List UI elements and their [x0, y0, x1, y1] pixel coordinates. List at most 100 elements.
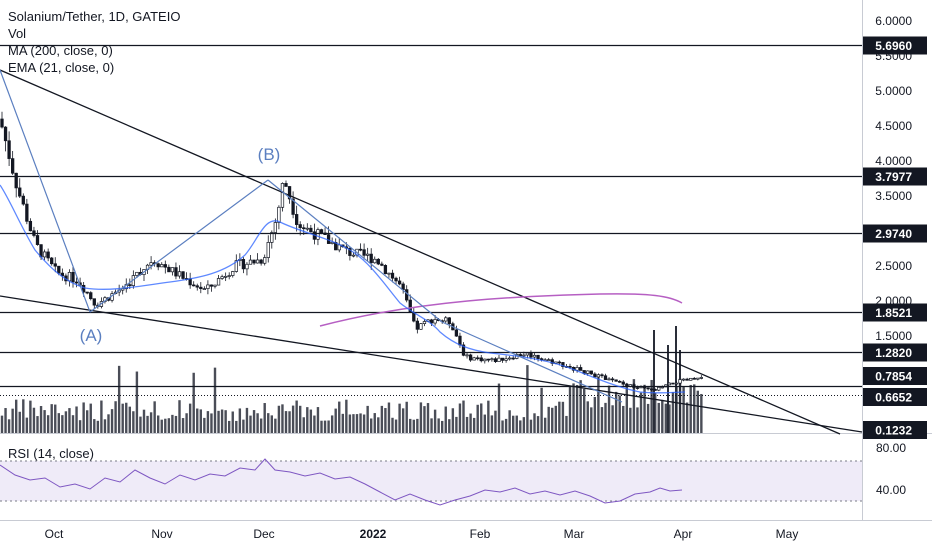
volume-bar	[11, 408, 14, 433]
candle	[653, 388, 657, 391]
candle	[177, 265, 182, 279]
candle	[358, 243, 363, 252]
volume-bar	[462, 400, 465, 433]
candle	[689, 377, 693, 381]
candle	[18, 178, 22, 198]
volume-bar	[515, 415, 518, 433]
level-label: 1.8521	[863, 303, 927, 322]
candle	[369, 248, 373, 270]
volume-bar	[441, 420, 444, 433]
volume-bar	[299, 405, 302, 433]
symbol-title[interactable]: Solanium/Tether, 1D, GATEIO	[8, 9, 181, 24]
volume-bar	[359, 413, 362, 433]
volume-bar	[86, 410, 89, 433]
candle	[674, 380, 679, 386]
volume-bar	[487, 400, 490, 433]
candle	[7, 131, 11, 167]
volume-bar	[536, 416, 540, 433]
volume-bar	[7, 419, 11, 433]
volume-bar	[82, 402, 85, 433]
time-tick-label: Apr	[674, 527, 693, 541]
volume-bar	[501, 420, 504, 433]
candle	[376, 258, 380, 266]
volume-bar	[604, 402, 607, 433]
candle	[85, 291, 89, 295]
candle	[195, 283, 199, 291]
candle	[46, 248, 50, 262]
candle	[618, 380, 622, 383]
candle	[493, 357, 498, 363]
volume-bar	[164, 418, 167, 433]
candle	[213, 284, 217, 289]
candle	[21, 193, 25, 206]
candle	[305, 223, 309, 232]
candle	[699, 375, 703, 380]
candle	[621, 380, 625, 387]
volume-bar	[291, 405, 295, 433]
volume-bar	[210, 413, 213, 433]
volume-bar	[25, 417, 29, 433]
volume-bar	[327, 420, 330, 433]
candle	[295, 205, 299, 232]
candle	[241, 257, 246, 274]
candle	[685, 377, 689, 381]
volume-bar	[220, 409, 224, 433]
volume-bar	[39, 406, 43, 433]
level-label: 1.2820	[863, 343, 927, 362]
legend-ema21[interactable]: EMA (21, close, 0)	[8, 60, 115, 75]
time-tick-label: Mar	[564, 527, 585, 541]
volume-bar	[614, 391, 618, 433]
horizontal-levels	[0, 44, 862, 396]
candle	[490, 357, 494, 362]
volume-bar	[71, 415, 75, 433]
volume-bar	[568, 385, 572, 433]
candle	[231, 270, 235, 278]
candle	[504, 355, 508, 363]
volume-bar	[256, 413, 259, 433]
volume-bar	[540, 387, 543, 433]
volume-bar	[96, 420, 100, 433]
candle	[447, 317, 451, 329]
volume-bar	[103, 419, 107, 433]
volume-bar	[504, 418, 508, 433]
candle	[362, 243, 366, 260]
rsi-legend[interactable]: RSI (14, close)	[8, 446, 94, 461]
chart-legend: Solanium/Tether, 1D, GATEIO Vol MA (200,…	[8, 8, 180, 76]
volume-bar	[228, 420, 231, 433]
volume-bar	[508, 410, 511, 433]
volume-bar	[696, 390, 699, 433]
volume-bar	[309, 409, 313, 433]
volume-bar	[575, 384, 579, 433]
svg-text:0.6652: 0.6652	[875, 391, 912, 405]
volume-bar	[448, 419, 451, 433]
candle	[255, 253, 260, 264]
svg-text:2.9740: 2.9740	[875, 227, 912, 241]
volume-bar	[590, 407, 593, 433]
time-tick-label: Nov	[151, 527, 172, 541]
volume-bar	[430, 418, 433, 433]
volume-bar	[89, 403, 92, 433]
volume-bar	[483, 414, 486, 433]
candle	[224, 272, 228, 282]
level-label: 0.1232	[863, 421, 927, 439]
candle	[209, 284, 214, 292]
legend-vol[interactable]: Vol	[8, 26, 27, 41]
lower-trendline	[0, 295, 863, 433]
level-label: 0.7854	[863, 367, 927, 385]
volume-bar	[281, 404, 284, 433]
volume-bar	[565, 415, 568, 433]
legend-ma200[interactable]: MA (200, close, 0)	[8, 43, 113, 58]
volume-bar	[153, 401, 156, 433]
volume-bar	[572, 383, 575, 433]
candle	[610, 377, 615, 383]
candle	[589, 370, 593, 375]
volume-bar	[643, 384, 646, 433]
volume-bar	[224, 410, 227, 433]
candle	[35, 230, 40, 246]
rsi-tick-label: 40.00	[876, 483, 906, 497]
candle	[397, 276, 402, 286]
volume-bar	[636, 407, 639, 433]
volume-bar	[384, 408, 387, 433]
volume-bar	[114, 401, 117, 433]
price-tick-label: 6.0000	[875, 14, 912, 28]
